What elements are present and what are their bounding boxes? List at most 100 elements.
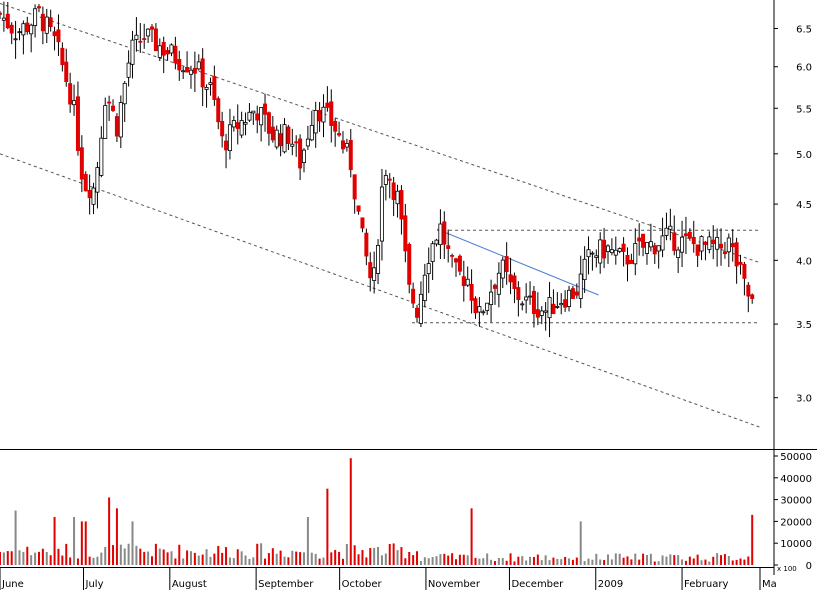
volume-bar	[568, 558, 571, 565]
volume-bar	[154, 543, 157, 565]
volume-bar	[614, 553, 617, 565]
candle-down	[403, 215, 408, 252]
volume-bar	[228, 557, 231, 565]
candle-up	[196, 61, 201, 70]
volume-bar	[595, 553, 598, 565]
candle-up	[395, 190, 400, 205]
month-label: June	[1, 579, 24, 590]
volume-bar	[166, 552, 169, 565]
candle-down	[286, 126, 291, 144]
volume-bar	[439, 554, 442, 565]
volume-bar	[462, 554, 465, 565]
candle-down	[691, 236, 696, 245]
volume-bar	[84, 521, 87, 565]
candle-down	[625, 255, 630, 265]
volume-bar	[338, 551, 341, 565]
candle-down	[224, 140, 229, 151]
volume-bar	[65, 543, 68, 565]
volume-bar	[591, 559, 594, 565]
volume-bar	[443, 553, 446, 565]
volume-bar	[747, 556, 750, 565]
candle-down	[270, 126, 275, 141]
candle-down	[746, 284, 751, 297]
volume-bar	[435, 556, 438, 565]
volume-bar	[287, 557, 290, 565]
volume-bar	[248, 558, 251, 565]
candle-down	[742, 263, 747, 279]
volume-bar	[564, 556, 567, 565]
candle-down	[0, 12, 3, 15]
volume-bar	[657, 561, 660, 565]
volume-bar	[419, 561, 422, 565]
month-label: Ma	[762, 579, 777, 590]
volume-scale-label: x 100	[777, 565, 797, 573]
volume-bar	[57, 548, 60, 565]
candle-down	[185, 67, 190, 73]
volume-bar	[388, 543, 391, 565]
volume-bar	[622, 557, 625, 565]
candle-down	[450, 254, 455, 257]
candle-up	[477, 306, 482, 313]
candle-down	[79, 147, 84, 180]
candle-up	[239, 120, 244, 136]
candle-up	[321, 106, 326, 123]
volume-bar	[197, 555, 200, 565]
candle-up	[617, 248, 622, 252]
candle-up	[290, 143, 295, 147]
volume-bar	[252, 557, 255, 565]
volume-bar	[396, 550, 399, 565]
volume-bar	[634, 553, 637, 565]
volume-bar	[575, 557, 578, 565]
volume-bar	[431, 557, 434, 565]
candle-up	[33, 8, 38, 26]
volume-bar	[583, 561, 586, 565]
volume-bar	[599, 559, 602, 565]
candle-up	[376, 245, 381, 274]
volume-bar	[6, 551, 9, 565]
volume-bar	[357, 554, 360, 565]
candle-down	[356, 205, 361, 212]
volume-bar	[497, 557, 500, 565]
volume-bar	[30, 555, 33, 565]
candle-up	[157, 45, 162, 58]
month-label: October	[342, 579, 383, 590]
candle-up	[95, 167, 100, 193]
volume-bar	[41, 548, 44, 565]
volume-tick-label: 30000	[780, 496, 812, 507]
volume-bar	[275, 553, 278, 565]
price-tick-label: 6.0	[796, 63, 812, 74]
volume-bar	[267, 553, 270, 565]
candle-up	[489, 291, 494, 306]
candle-up	[500, 259, 505, 279]
candle-down	[399, 190, 404, 220]
candle-up	[208, 82, 213, 85]
candle-up	[103, 105, 108, 139]
candle-up	[656, 245, 661, 252]
candle-down	[83, 174, 88, 192]
price-tick-label: 3.5	[796, 320, 812, 331]
candle-down	[411, 288, 416, 304]
volume-bar	[108, 497, 111, 565]
candle-down	[629, 260, 634, 264]
volume-bar	[104, 547, 107, 565]
candle-down	[551, 303, 556, 314]
candle-up	[305, 138, 310, 147]
volume-bar	[380, 555, 383, 565]
volume-bar	[684, 560, 687, 565]
volume-tick-label: 20000	[780, 517, 812, 528]
volume-bar	[696, 554, 699, 565]
volume-bar	[100, 552, 103, 565]
candle-down	[294, 141, 299, 144]
month-label: December	[511, 579, 564, 590]
candle-down	[531, 290, 536, 315]
candle-down	[114, 116, 119, 137]
candle-up	[13, 38, 18, 41]
candle-up	[660, 235, 665, 251]
volume-bar	[244, 555, 247, 565]
volume-bar	[603, 560, 606, 565]
volume-bar	[739, 558, 742, 565]
candle-up	[44, 16, 49, 34]
volume-bar	[447, 555, 450, 565]
candle-up	[496, 272, 501, 295]
candle-up	[586, 249, 591, 258]
